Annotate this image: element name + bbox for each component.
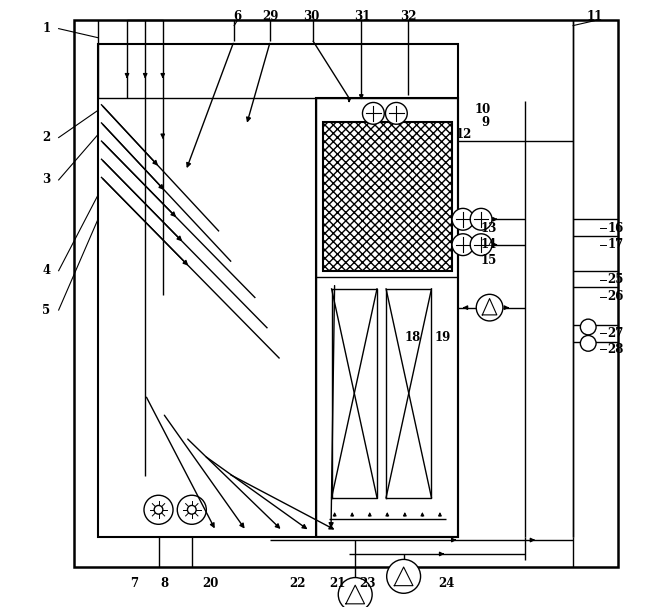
Text: 28: 28 xyxy=(607,343,624,356)
Text: 15: 15 xyxy=(480,254,496,267)
Text: 3: 3 xyxy=(42,173,51,187)
Text: 26: 26 xyxy=(607,290,624,303)
Circle shape xyxy=(387,559,420,593)
Bar xyxy=(316,98,458,537)
Text: 14: 14 xyxy=(480,238,496,251)
Text: 5: 5 xyxy=(42,303,50,317)
Text: 32: 32 xyxy=(401,10,416,23)
Circle shape xyxy=(452,234,474,255)
Circle shape xyxy=(385,103,407,124)
Text: 2: 2 xyxy=(42,131,51,144)
Bar xyxy=(98,44,458,537)
Text: 13: 13 xyxy=(480,222,496,235)
Text: 27: 27 xyxy=(607,326,624,339)
Text: 18: 18 xyxy=(404,331,421,344)
Circle shape xyxy=(154,505,163,514)
Text: 23: 23 xyxy=(359,577,375,590)
Text: 1: 1 xyxy=(42,22,50,35)
Text: 20: 20 xyxy=(202,577,218,590)
Bar xyxy=(322,122,452,271)
Text: 19: 19 xyxy=(435,331,451,344)
Text: 22: 22 xyxy=(289,577,306,590)
Text: 10: 10 xyxy=(474,103,491,116)
Text: 16: 16 xyxy=(607,222,624,235)
Text: 29: 29 xyxy=(262,10,279,23)
Circle shape xyxy=(363,103,384,124)
Text: 6: 6 xyxy=(233,10,241,23)
Text: 7: 7 xyxy=(130,577,138,590)
Circle shape xyxy=(581,319,596,335)
Text: 11: 11 xyxy=(586,10,602,23)
Text: 4: 4 xyxy=(42,264,50,277)
Text: 25: 25 xyxy=(607,273,624,286)
Text: 9: 9 xyxy=(481,116,489,129)
Text: 12: 12 xyxy=(456,128,472,141)
Circle shape xyxy=(452,209,474,230)
Text: 21: 21 xyxy=(329,577,346,590)
Circle shape xyxy=(470,209,492,230)
Circle shape xyxy=(338,578,372,608)
Circle shape xyxy=(177,496,207,524)
Text: 24: 24 xyxy=(438,577,454,590)
Text: 8: 8 xyxy=(160,577,169,590)
Circle shape xyxy=(476,294,503,321)
Circle shape xyxy=(187,505,196,514)
Bar xyxy=(322,122,452,271)
Text: 30: 30 xyxy=(303,10,320,23)
Circle shape xyxy=(470,234,492,255)
Text: 31: 31 xyxy=(354,10,371,23)
Circle shape xyxy=(581,336,596,351)
Circle shape xyxy=(144,496,173,524)
Text: 17: 17 xyxy=(607,238,624,251)
